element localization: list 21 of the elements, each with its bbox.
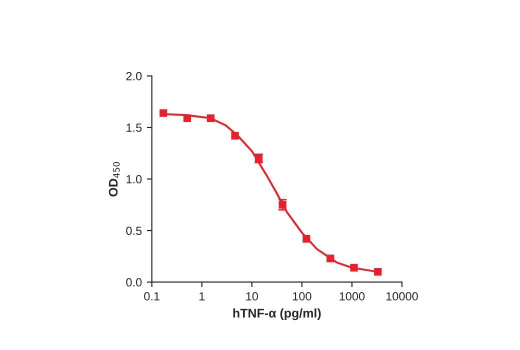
y-axis-title: OD$_{450}$ <box>108 162 120 197</box>
point <box>302 235 310 243</box>
y-tick-label: 1.5 <box>126 124 142 132</box>
x-tick-label: 10 <box>246 292 258 300</box>
y-tick-label: 1.0 <box>126 175 142 184</box>
y-tick-label: 0.0 <box>126 278 142 286</box>
x-tick-label: 1000 <box>340 292 365 300</box>
x-tick-label: 100 <box>292 292 312 300</box>
point <box>183 114 192 122</box>
y-tick-label: 2.0 <box>126 72 142 80</box>
y-tick-label: 0.5 <box>126 226 142 235</box>
x-tick-label: 0.1 <box>144 292 160 300</box>
point <box>231 132 239 140</box>
x-tick-label: 10000 <box>386 292 418 300</box>
point <box>350 264 358 272</box>
x-tick-label: 1 <box>199 292 205 300</box>
point <box>206 114 214 122</box>
point <box>374 268 382 276</box>
point <box>326 254 334 262</box>
point <box>160 109 168 117</box>
x-axis-title: hTNF-α (pg/ml) <box>233 308 321 320</box>
